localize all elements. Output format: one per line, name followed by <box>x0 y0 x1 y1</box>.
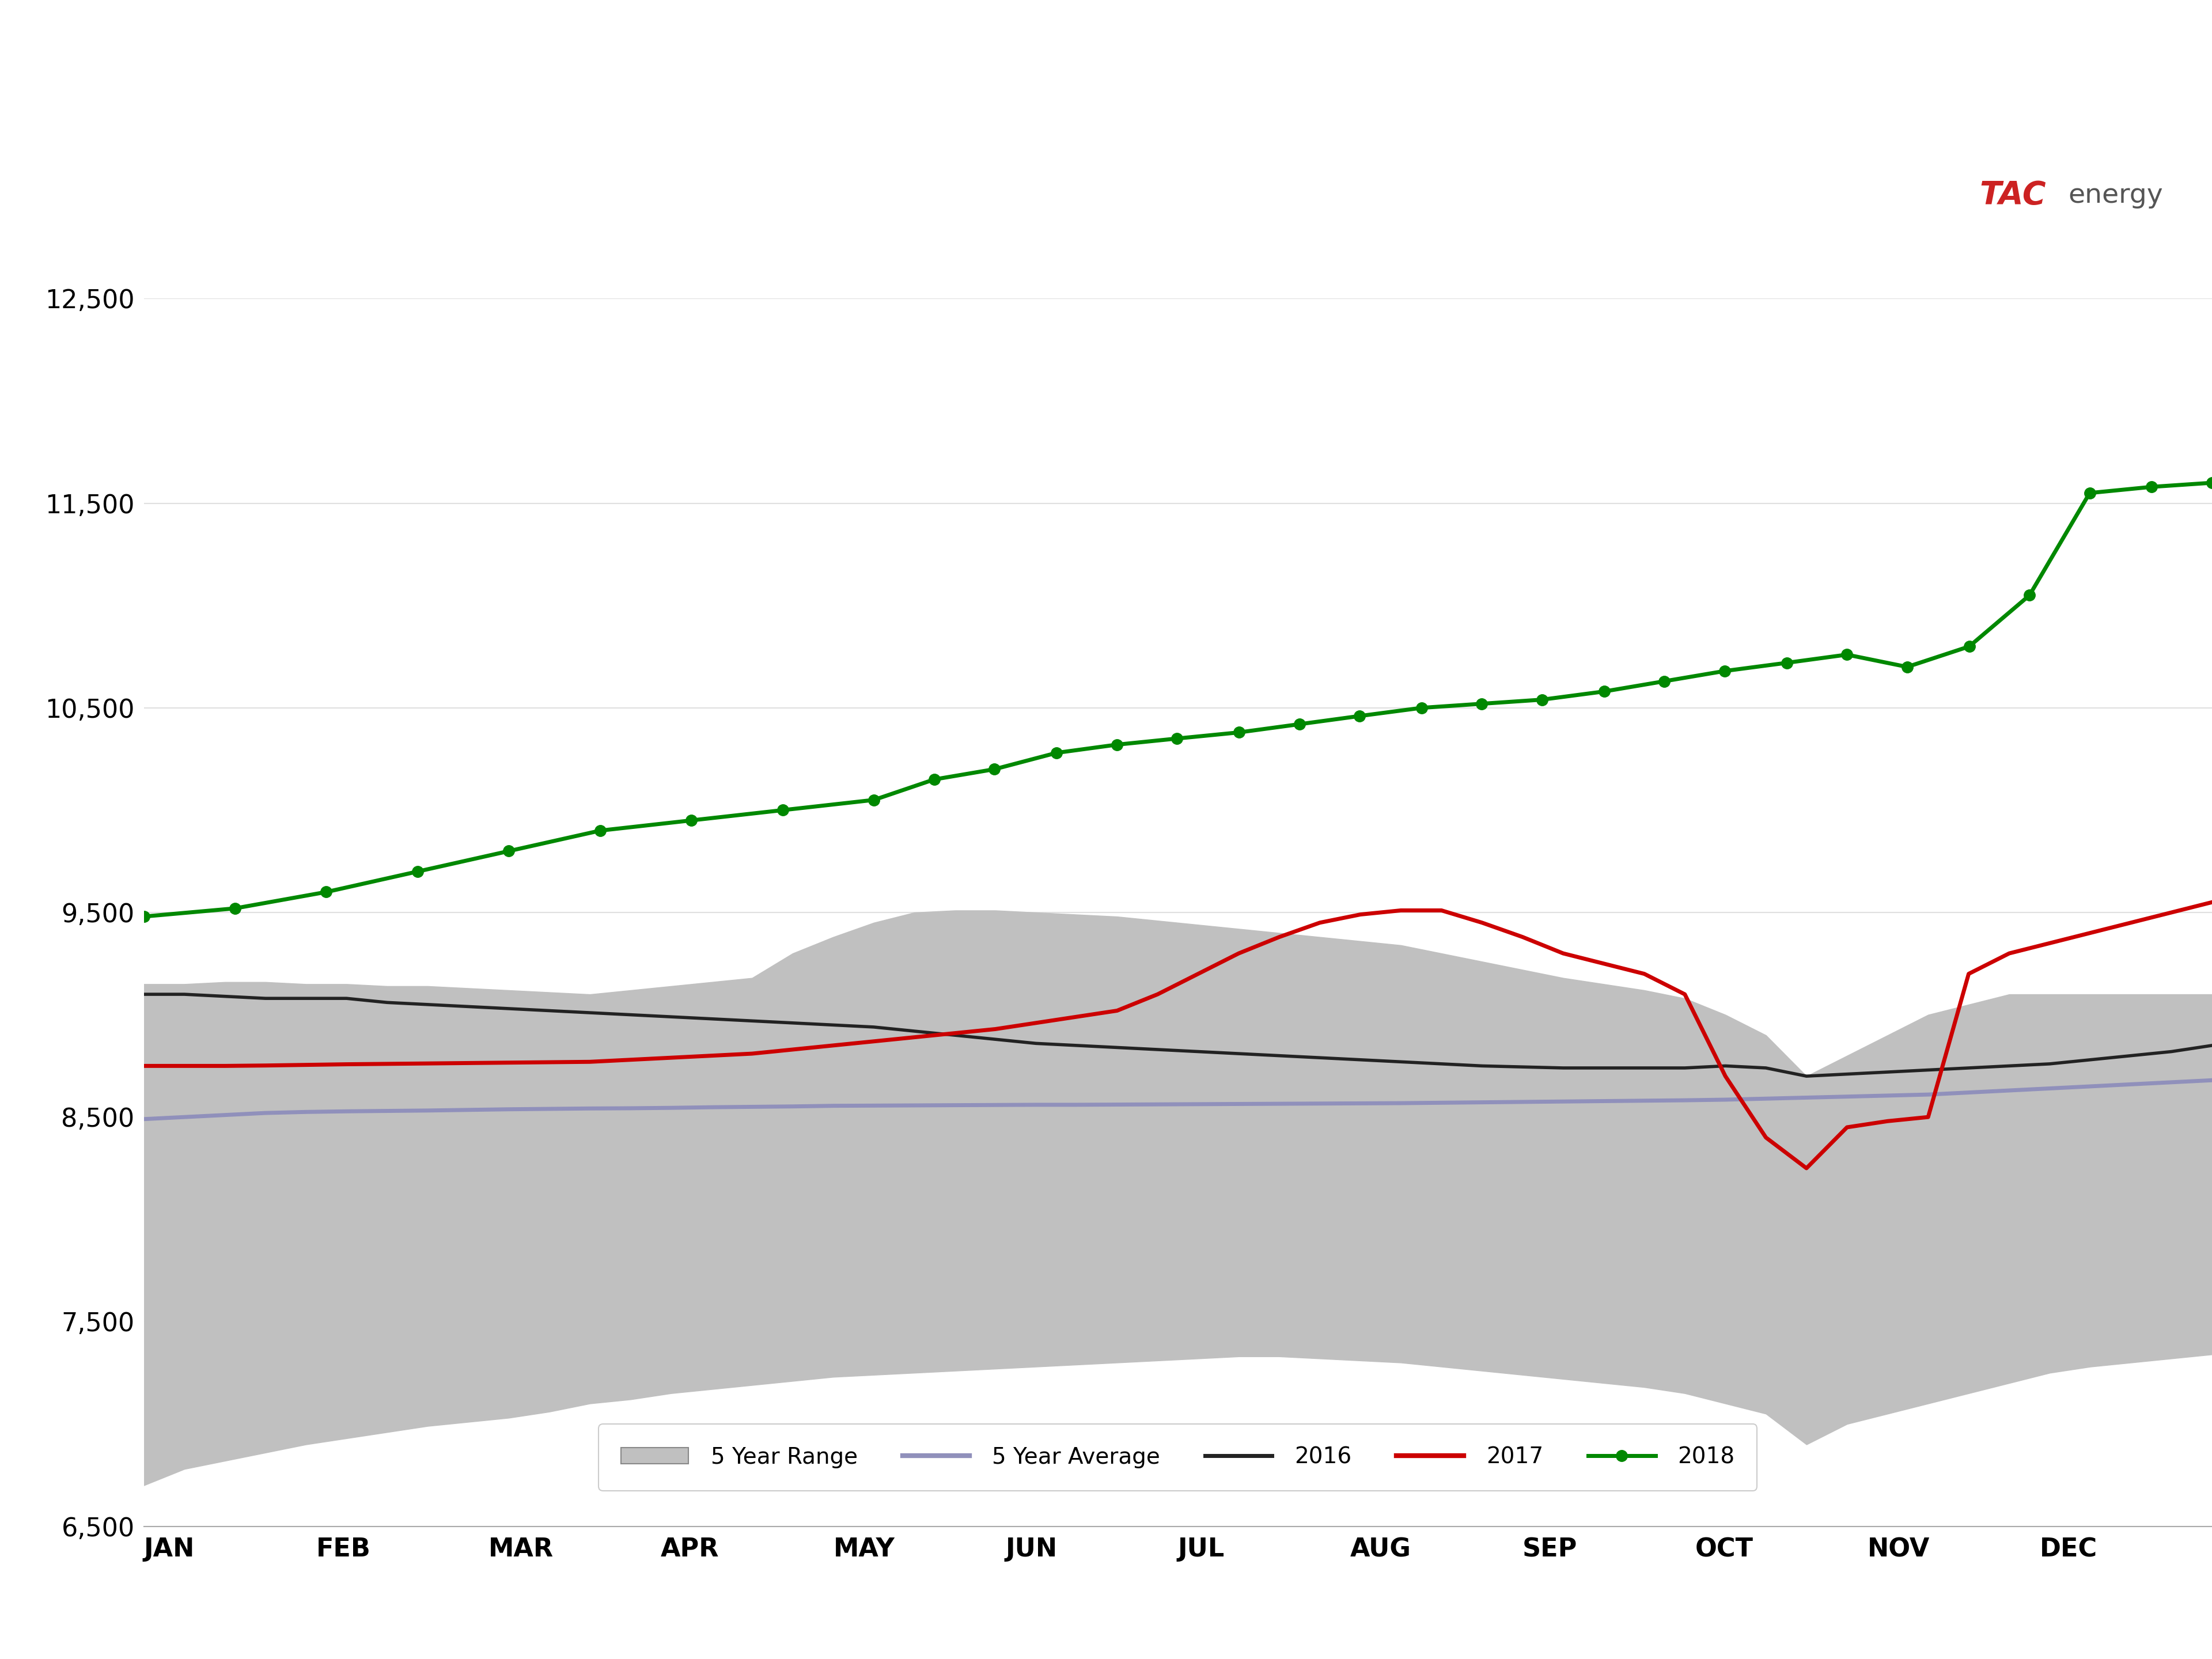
Legend: 5 Year Range, 5 Year Average, 2016, 2017, 2018: 5 Year Range, 5 Year Average, 2016, 2017… <box>599 1423 1756 1490</box>
Text: Total US Crude Output (000 Barrels/day): Total US Crude Output (000 Barrels/day) <box>597 176 1615 221</box>
Text: TAC: TAC <box>1980 179 2046 211</box>
Text: energy: energy <box>2068 182 2163 209</box>
